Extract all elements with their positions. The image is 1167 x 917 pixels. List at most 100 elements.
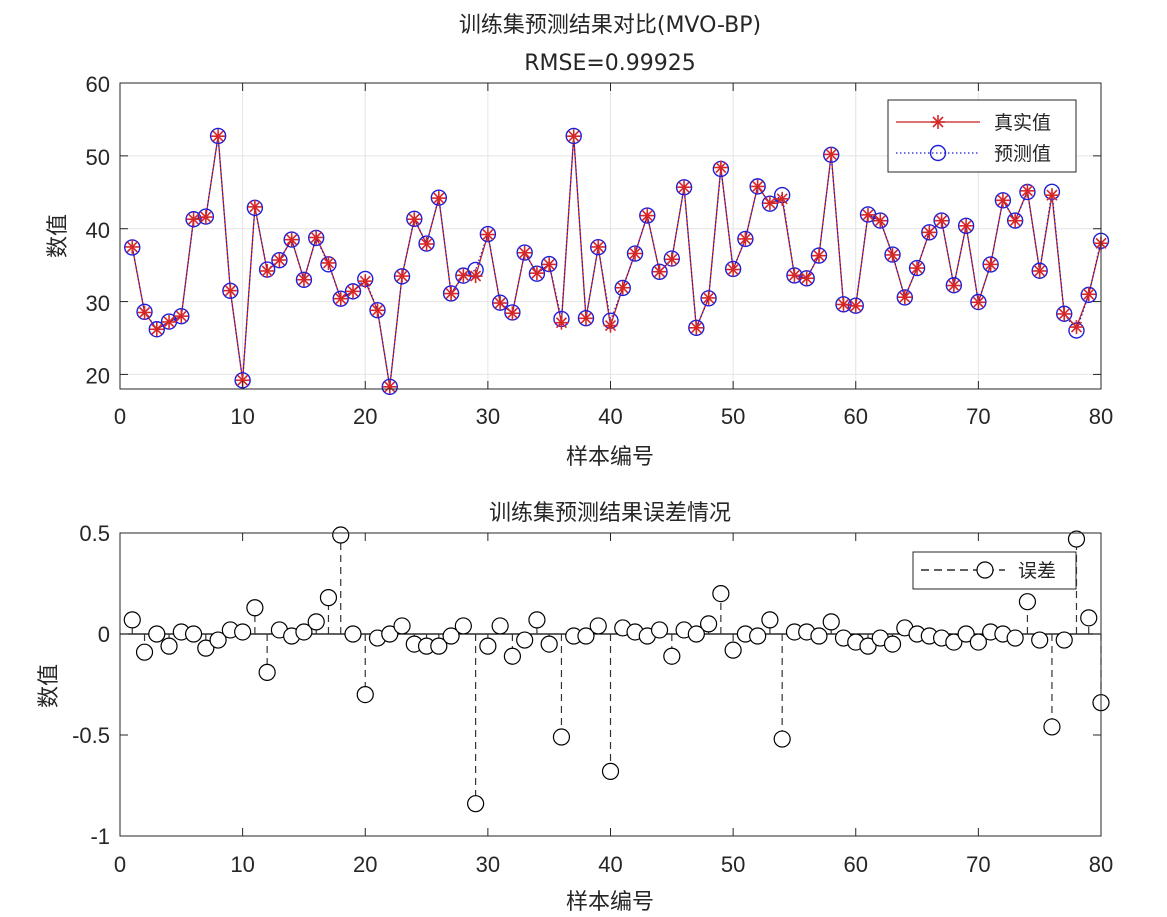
predicted-point — [614, 279, 631, 297]
true-point — [959, 218, 974, 233]
true-point — [395, 269, 410, 284]
error-point — [724, 641, 742, 659]
x-tick-label: 80 — [1089, 852, 1113, 877]
true-point — [1032, 263, 1047, 278]
predicted-point — [896, 289, 913, 306]
tick-marks — [119, 82, 1102, 389]
error-point — [209, 631, 227, 649]
error-point — [589, 617, 607, 635]
legend-box — [887, 99, 1077, 173]
predicted-point — [540, 255, 558, 273]
y-tick-label: 60 — [86, 72, 110, 97]
true-point — [910, 261, 925, 276]
chart-subtitle: RMSE=0.99925 — [524, 51, 696, 76]
error-point — [528, 611, 546, 629]
true-point — [345, 284, 360, 299]
error-point — [1006, 629, 1024, 647]
true-point — [677, 180, 692, 195]
predicted-point — [1006, 212, 1024, 229]
predicted-point — [393, 268, 411, 285]
true-point — [296, 272, 311, 287]
x-axis-label: 样本编号 — [566, 445, 654, 470]
true-point — [897, 290, 912, 305]
true-point — [885, 247, 900, 262]
series-markers — [124, 127, 1110, 396]
error-point — [344, 625, 362, 643]
true-point — [946, 278, 961, 293]
y-tick-label: 30 — [86, 291, 110, 316]
true-point — [456, 268, 471, 283]
error-point — [699, 615, 718, 633]
predicted-point — [271, 251, 288, 269]
predicted-point — [344, 283, 362, 300]
true-point — [198, 210, 213, 225]
predicted-point — [835, 296, 852, 313]
series-line-predicted — [131, 135, 1102, 387]
true-point — [137, 305, 152, 320]
true-point — [689, 320, 704, 335]
true-point — [444, 286, 459, 301]
predicted-point — [798, 270, 815, 287]
true-point — [873, 213, 888, 228]
error-point — [1043, 718, 1061, 736]
error-point — [467, 795, 485, 813]
true-point — [922, 225, 937, 240]
predicted-point — [639, 207, 656, 224]
predicted-point — [872, 212, 889, 229]
y-tick-label: 20 — [86, 364, 110, 389]
y-axis-label: 数值 — [37, 664, 62, 708]
true-point — [787, 268, 802, 283]
error-point — [503, 647, 522, 665]
error-point — [687, 625, 705, 643]
predicted-point — [222, 282, 239, 299]
true-point — [174, 309, 189, 324]
predicted-point — [209, 127, 227, 145]
predicted-point — [173, 308, 190, 325]
true-point — [419, 237, 434, 252]
y-axis-label: 数值 — [46, 214, 71, 258]
true-point — [591, 239, 606, 254]
true-point — [272, 253, 287, 268]
true-point — [223, 283, 238, 298]
predicted-point — [381, 378, 398, 396]
true-point — [321, 255, 336, 270]
x-tick-label: 10 — [230, 404, 254, 429]
error-point — [945, 633, 963, 651]
true-point — [762, 196, 777, 211]
predicted-point — [308, 229, 325, 247]
y-tick-labels: -1 -0.5 0 0.5 — [72, 521, 110, 849]
true-point — [284, 232, 299, 247]
error-point — [356, 685, 374, 704]
legend: 真实值 预测值 — [887, 99, 1077, 173]
error-point — [712, 584, 730, 603]
true-point — [701, 290, 716, 305]
error-point — [552, 728, 571, 746]
x-tick-label: 20 — [353, 404, 377, 429]
x-tick-label: 40 — [598, 404, 622, 429]
error-point — [859, 637, 877, 655]
true-point — [1069, 320, 1084, 335]
true-point — [713, 160, 728, 175]
true-point — [934, 213, 949, 228]
error-point — [381, 625, 399, 643]
error-point — [332, 526, 350, 544]
true-point — [480, 227, 495, 242]
error-point — [1031, 631, 1049, 649]
error-point — [1067, 530, 1086, 548]
legend: 误差 — [912, 551, 1077, 590]
error-point — [969, 633, 987, 651]
y-tick-labels: 20 30 40 50 60 — [86, 72, 110, 389]
x-tick-label: 60 — [844, 404, 868, 429]
true-point — [983, 257, 998, 272]
predicted-point — [369, 301, 386, 319]
error-point — [148, 625, 166, 643]
error-point — [822, 613, 840, 631]
true-point — [247, 199, 262, 214]
true-point — [1008, 213, 1023, 228]
chart-title: 训练集预测结果误差情况 — [489, 501, 731, 526]
x-axis-label: 样本编号 — [566, 890, 654, 915]
error-point — [234, 623, 252, 641]
true-point — [750, 179, 765, 194]
true-point — [848, 298, 863, 313]
